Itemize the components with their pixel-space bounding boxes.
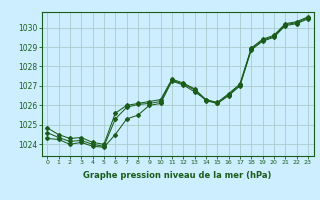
X-axis label: Graphe pression niveau de la mer (hPa): Graphe pression niveau de la mer (hPa)	[84, 171, 272, 180]
